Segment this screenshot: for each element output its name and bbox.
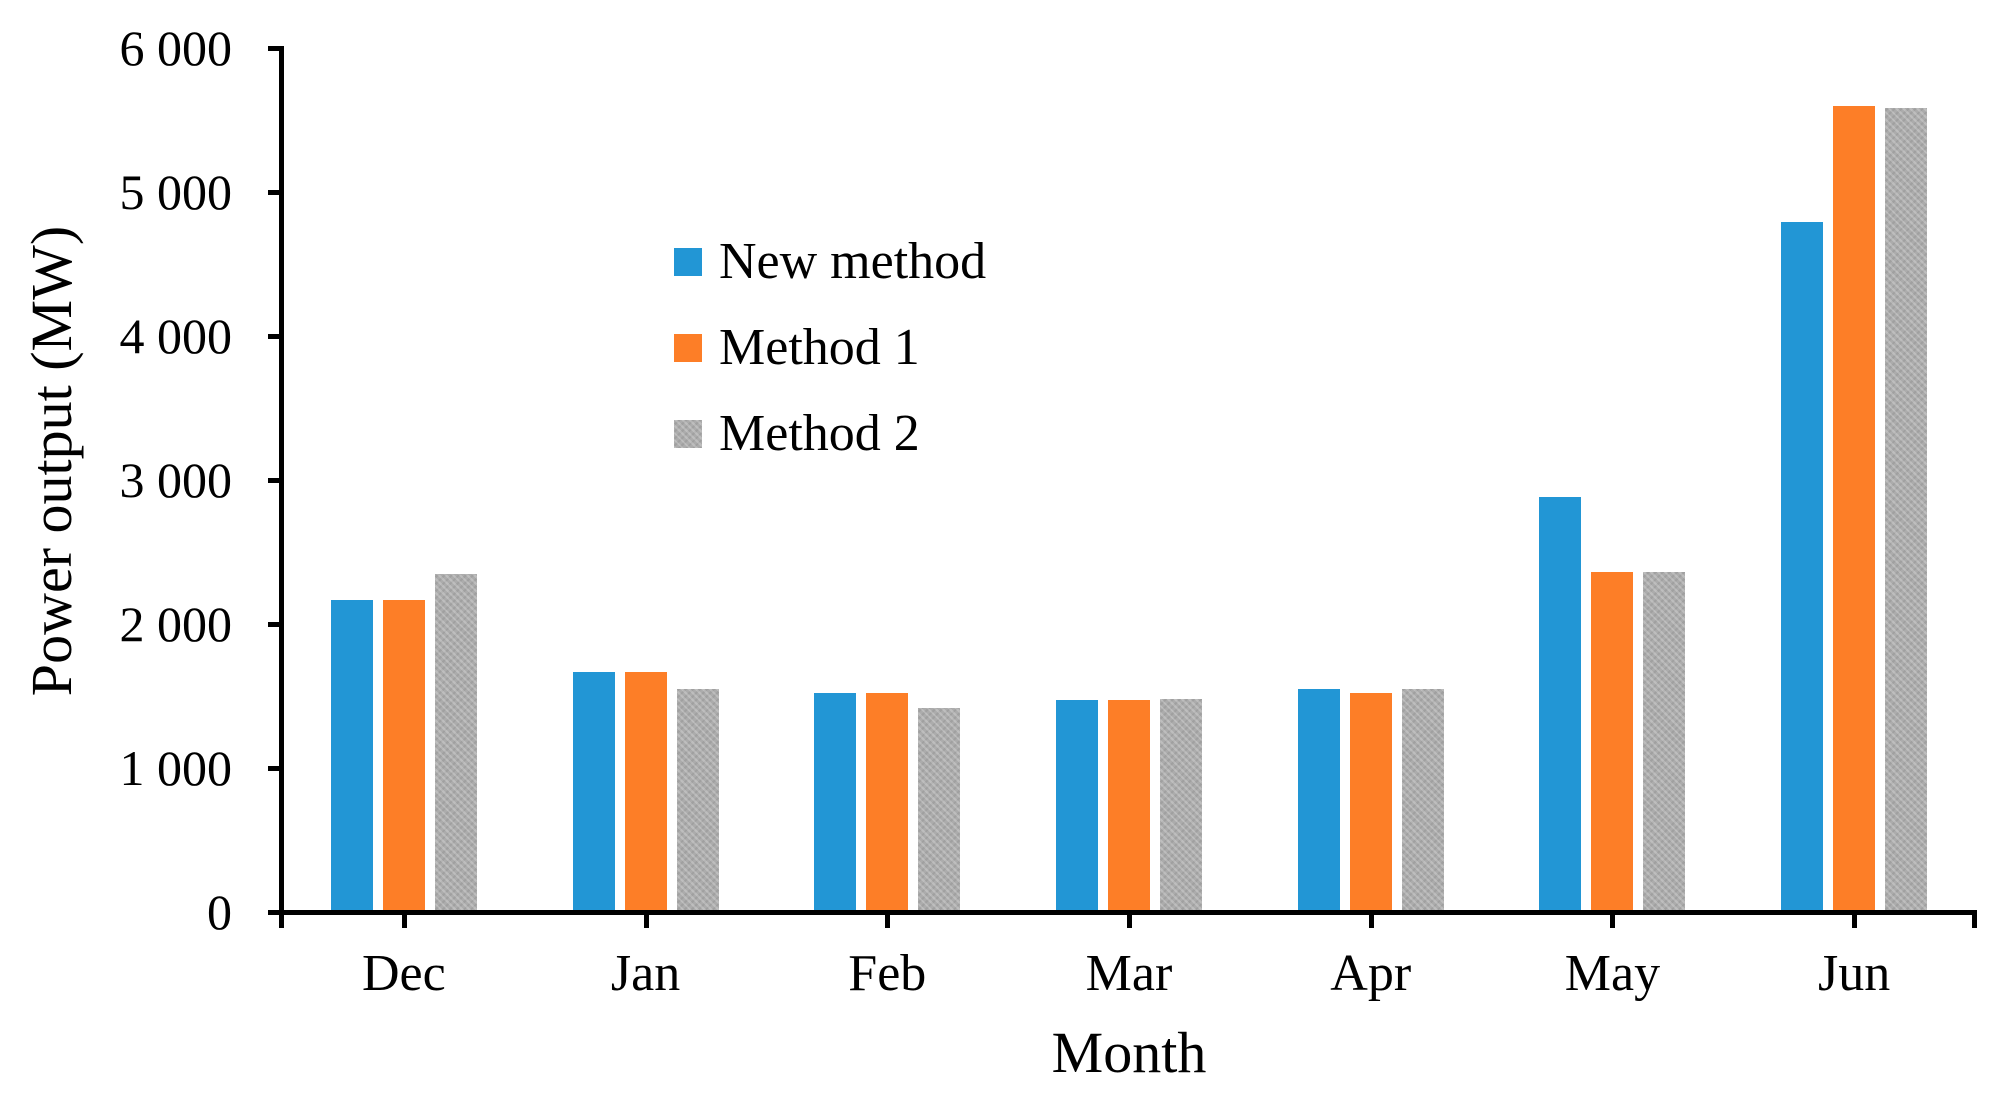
- x-axis-tick: [1610, 915, 1616, 928]
- x-axis-tick: [885, 915, 891, 928]
- legend-item: New method: [674, 232, 986, 292]
- bar-method-1-apr: [1349, 693, 1392, 912]
- y-axis-tick: [268, 766, 282, 771]
- bar-new-method-mar: [1056, 700, 1098, 912]
- y-axis-tick-label: 3 000: [119, 452, 233, 508]
- x-axis-tick: [1368, 915, 1374, 928]
- bar-method-1-mar: [1108, 700, 1150, 912]
- x-axis-tick-label: Dec: [361, 945, 446, 1002]
- y-axis-tick: [268, 334, 282, 339]
- x-axis-tick-label: Apr: [1330, 945, 1412, 1002]
- bar-new-method-jan: [572, 671, 615, 912]
- x-axis-title: Month: [1051, 1020, 1207, 1085]
- bar-method-1-may: [1591, 572, 1634, 912]
- bar-method-2-mar: [1160, 698, 1202, 912]
- y-axis-tick-label: 1 000: [119, 740, 233, 796]
- legend-label: New method: [719, 233, 987, 290]
- bar-new-method-jun: [1781, 222, 1824, 912]
- x-axis-tick-label: Jan: [610, 945, 681, 1002]
- x-axis-tick: [1127, 915, 1132, 928]
- bar-method-2-feb: [918, 707, 961, 912]
- bar-new-method-may: [1539, 497, 1582, 912]
- legend-swatch: [674, 248, 702, 276]
- y-axis-tick: [268, 910, 282, 915]
- bar-method-2-may: [1643, 572, 1686, 912]
- legend-item: Method 2: [674, 404, 920, 464]
- x-axis-tick-label: May: [1564, 945, 1661, 1002]
- legend-label: Method 1: [719, 319, 920, 376]
- bar-method-1-dec: [382, 599, 425, 912]
- x-axis-tick: [1852, 915, 1858, 928]
- x-axis-tick-label: Mar: [1085, 945, 1173, 1002]
- y-axis-tick: [268, 478, 282, 483]
- x-axis-end-tick: [1972, 915, 1977, 928]
- legend-swatch: [674, 334, 702, 362]
- y-axis-tick-label: 6 000: [119, 20, 233, 76]
- y-axis-tick-label: 5 000: [119, 164, 233, 220]
- y-axis-tick-label: 0: [207, 884, 232, 940]
- legend-item: Method 1: [674, 318, 920, 378]
- y-axis-tick: [268, 46, 282, 51]
- y-axis-tick: [268, 622, 282, 627]
- bar-new-method-dec: [330, 599, 373, 912]
- x-axis-line: [279, 910, 1977, 915]
- bar-method-2-apr: [1401, 688, 1444, 912]
- y-axis-tick-label: 4 000: [119, 308, 233, 364]
- x-axis-tick-label: Feb: [848, 945, 927, 1002]
- y-axis-tick-label: 2 000: [119, 596, 233, 652]
- bar-method-2-jun: [1885, 108, 1928, 912]
- bar-method-2-dec: [434, 573, 477, 912]
- bar-method-1-jun: [1833, 105, 1876, 912]
- y-axis-tick: [268, 190, 282, 195]
- x-axis-tick: [401, 915, 407, 928]
- bar-method-1-feb: [866, 693, 909, 912]
- bar-new-method-feb: [814, 693, 857, 912]
- x-axis-end-tick: [279, 915, 284, 928]
- x-axis-tick-label: Jun: [1818, 945, 1891, 1002]
- legend-swatch: [674, 420, 702, 448]
- bar-method-1-jan: [624, 671, 667, 912]
- bar-method-2-jan: [676, 688, 719, 912]
- bar-new-method-apr: [1297, 688, 1340, 912]
- legend-label: Method 2: [719, 405, 920, 462]
- x-axis-tick: [643, 915, 649, 928]
